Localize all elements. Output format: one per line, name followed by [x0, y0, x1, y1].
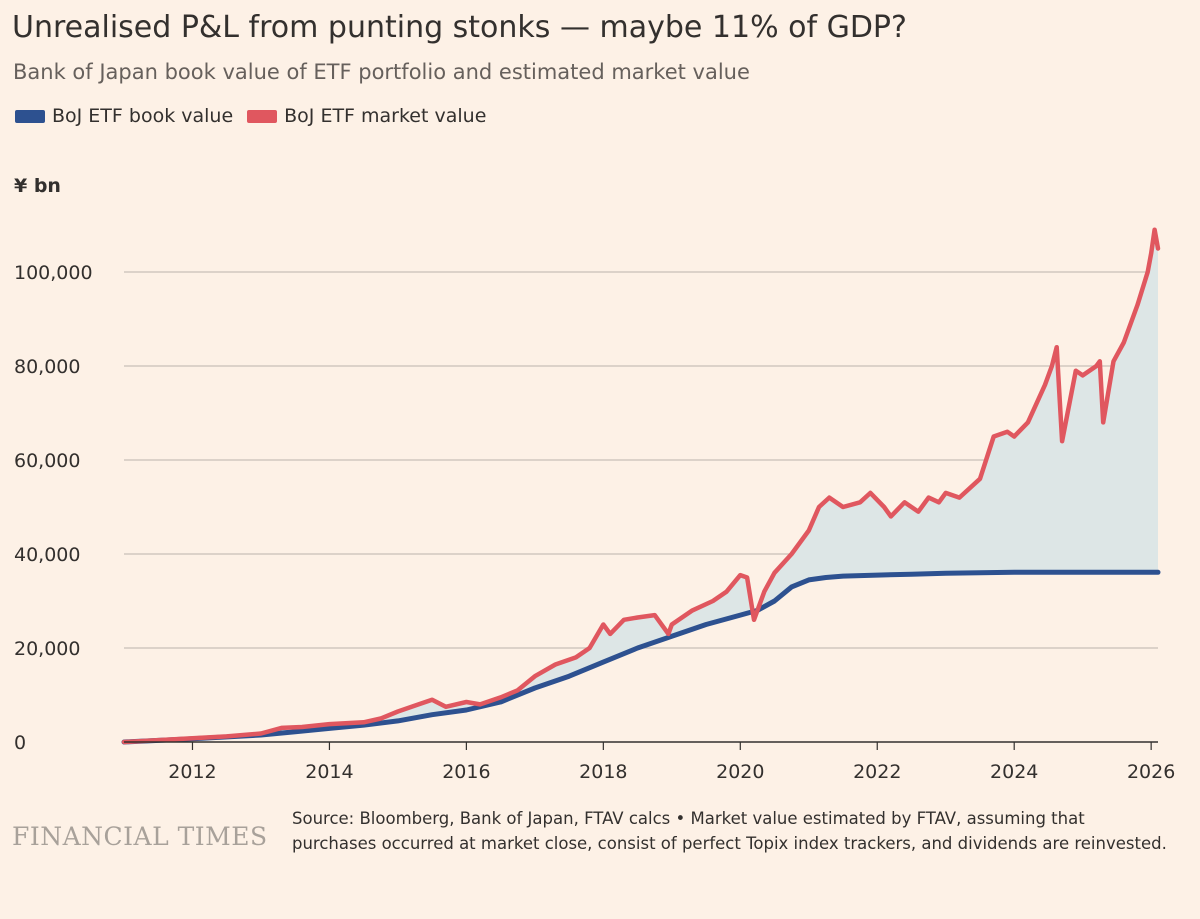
y-tick-label: 80,000 [14, 356, 80, 378]
legend-item-book: BoJ ETF book value [15, 105, 233, 127]
legend-item-market: BoJ ETF market value [247, 105, 486, 127]
series-line-market [121, 227, 1161, 745]
gap-area [124, 229, 1158, 742]
y-tick-label: 0 [14, 732, 26, 754]
x-tick-label: 2012 [168, 761, 216, 783]
x-tick-label: 2022 [853, 761, 901, 783]
series-line-book [121, 569, 1161, 745]
x-tick-label: 2020 [716, 761, 764, 783]
chart-area: ¥ bn 0 20,000 40,000 60,000 80,000 100,000 2012… [14, 175, 1175, 783]
x-tick-label: 2014 [305, 761, 353, 783]
y-tick-label: 60,000 [14, 450, 80, 472]
legend-label-market: BoJ ETF market value [284, 105, 487, 127]
x-tick-label: 2016 [442, 761, 490, 783]
y-tick-label: 100,000 [14, 262, 93, 284]
x-tick-label: 2026 [1127, 761, 1175, 783]
legend-label-book: BoJ ETF book value [52, 105, 234, 127]
x-tick-label: 2024 [990, 761, 1038, 783]
legend: BoJ ETF book value BoJ ETF market value [15, 105, 500, 127]
chart-subtitle: Bank of Japan book value of ETF portfoli… [13, 60, 750, 84]
y-tick-label: 40,000 [14, 544, 80, 566]
legend-swatch-book [15, 109, 45, 123]
chart-title: Unrealised P&L from punting stonks — may… [12, 10, 907, 45]
legend-swatch-market [247, 109, 278, 123]
source-text: Source: Bloomberg, Bank of Japan, FTAV c… [292, 809, 1167, 853]
ft-logo: FINANCIAL TIMES [12, 822, 268, 851]
source-note: Source: Bloomberg, Bank of Japan, FTAV c… [292, 806, 1172, 856]
x-tick-label: 2018 [579, 761, 627, 783]
y-tick-label: 20,000 [14, 638, 80, 660]
y-axis-label: ¥ bn [14, 175, 61, 197]
